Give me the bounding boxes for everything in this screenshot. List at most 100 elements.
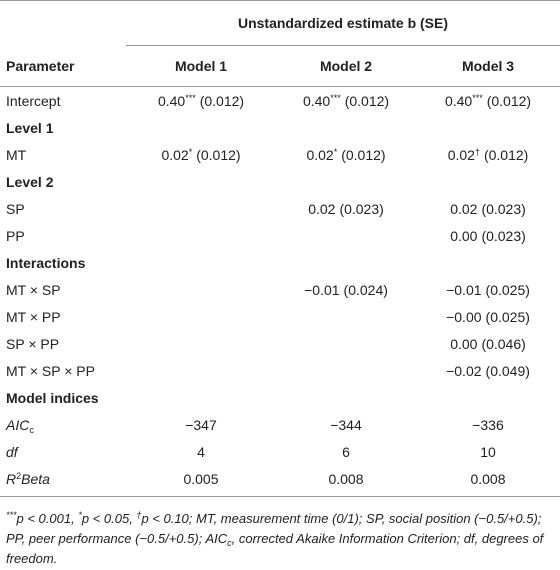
estimate: 6	[342, 443, 350, 460]
estimate: 0.40	[444, 92, 473, 109]
data-row: R2Beta 0.005 0.008 0.008	[0, 465, 560, 497]
data-row: MT 0.02* (0.012) 0.02* (0.012) 0.02† (0.012)	[0, 141, 560, 168]
cell: −347	[126, 411, 276, 438]
significance: *	[333, 146, 338, 157]
cell	[276, 303, 416, 330]
cell	[126, 222, 276, 249]
cell: 0.02* (0.012)	[276, 141, 416, 168]
cell: −0.01 (0.024)	[276, 276, 416, 303]
blank	[0, 0, 126, 46]
standard-error: (0.023)	[481, 227, 526, 244]
standard-error: (0.012)	[196, 146, 241, 163]
cell: 0.008	[416, 465, 560, 497]
estimate: 0.02	[161, 146, 189, 163]
table-body: Intercept 0.40*** (0.012) 0.40*** (0.012) 0.4…	[0, 87, 560, 497]
data-row: PP 0.00 (0.023)	[0, 222, 560, 249]
text-segment: p < 0.10; MT, measurement time (0/1); SP…	[6, 511, 542, 546]
cell	[126, 330, 276, 357]
estimate: −347	[185, 416, 217, 433]
cell: 6	[276, 438, 416, 465]
section-label: Model indices	[6, 389, 99, 406]
standard-error: (0.012)	[483, 146, 529, 163]
cell: 0.40*** (0.012)	[276, 87, 416, 115]
data-row: Intercept 0.40*** (0.012) 0.40*** (0.012) 0.4…	[0, 87, 560, 115]
cell: 0.00 (0.046)	[416, 330, 560, 357]
cell: 0.02* (0.012)	[126, 141, 276, 168]
estimate: 0.02	[450, 200, 478, 217]
cell: 0.008	[276, 465, 416, 497]
estimate: 10	[480, 443, 496, 460]
text-segment: †	[136, 510, 142, 520]
cell: −0.01 (0.025)	[416, 276, 560, 303]
cell: −344	[276, 411, 416, 438]
section-row: Interactions	[0, 249, 560, 276]
text-segment: AIC	[6, 416, 30, 433]
cell	[126, 357, 276, 384]
cell: 0.02 (0.023)	[416, 195, 560, 222]
standard-error: (0.046)	[481, 335, 526, 352]
significance: ***	[330, 92, 341, 103]
standard-error: (0.049)	[485, 362, 530, 379]
cell: −0.00 (0.025)	[416, 303, 560, 330]
row-label: MT × PP	[6, 308, 61, 325]
significance: ***	[185, 92, 196, 103]
data-row: MT × SP × PP −0.02 (0.049)	[0, 357, 560, 384]
text-segment: Beta	[21, 470, 50, 487]
row-label: PP	[6, 227, 25, 244]
estimate: 0.02	[447, 146, 475, 163]
standard-error: (0.025)	[485, 308, 530, 325]
cell: −0.02 (0.049)	[416, 357, 560, 384]
text-segment: c	[29, 424, 34, 435]
row-label: R2Beta	[0, 465, 126, 497]
standard-error: (0.012)	[341, 146, 386, 163]
estimate: 0.02	[308, 200, 336, 217]
standard-error: (0.012)	[486, 92, 532, 109]
table: Unstandardized estimate b (SE) Parameter…	[0, 0, 560, 497]
estimate: −0.00	[446, 308, 482, 325]
row-label: MT × SP × PP	[6, 362, 95, 379]
row-label: AICc	[0, 411, 126, 438]
column-header: Model 1	[126, 45, 276, 87]
text-segment: R	[6, 470, 17, 487]
row-label: SP	[6, 200, 25, 217]
text-segment: df	[6, 443, 18, 460]
estimate: −0.01	[446, 281, 482, 298]
data-row: MT × SP −0.01 (0.024) −0.01 (0.025)	[0, 276, 560, 303]
row-label: Intercept	[6, 92, 61, 109]
estimate: 0.40	[302, 92, 331, 109]
data-row: SP 0.02 (0.023) 0.02 (0.023)	[0, 195, 560, 222]
estimate: 0.005	[183, 470, 219, 487]
text-segment: c	[227, 538, 232, 548]
cell	[126, 195, 276, 222]
text-segment: , corrected Akaike Information Criterion…	[6, 531, 544, 566]
section-label: Level 1	[6, 119, 54, 136]
cell	[276, 330, 416, 357]
cell: 4	[126, 438, 276, 465]
estimate: 0.00	[450, 227, 478, 244]
estimate: 0.008	[470, 470, 506, 487]
cell	[126, 276, 276, 303]
column-header: Parameter	[0, 45, 126, 87]
significance: *	[188, 146, 193, 157]
cell	[276, 357, 416, 384]
header-row: Parameter Model 1 Model 2 Model 3	[0, 45, 560, 87]
spanner-row: Unstandardized estimate b (SE)	[0, 0, 560, 46]
section-label: Interactions	[6, 254, 86, 271]
column-header: Model 3	[416, 45, 560, 87]
estimate: −0.01	[304, 281, 340, 298]
text-segment: 2	[16, 470, 22, 481]
section-row: Level 2	[0, 168, 560, 195]
data-row: SP × PP 0.00 (0.046)	[0, 330, 560, 357]
text-segment: p < 0.05,	[81, 511, 137, 526]
cell: 0.00 (0.023)	[416, 222, 560, 249]
row-label: df	[0, 438, 126, 465]
data-row: df 4 6 10	[0, 438, 560, 465]
row-label: MT	[6, 146, 27, 163]
text-segment: p < 0.001,	[16, 511, 79, 526]
cell: 0.40*** (0.012)	[126, 87, 276, 115]
estimate: 0.00	[450, 335, 478, 352]
standard-error: (0.023)	[481, 200, 526, 217]
standard-error: (0.025)	[485, 281, 530, 298]
estimate: −336	[472, 416, 504, 433]
